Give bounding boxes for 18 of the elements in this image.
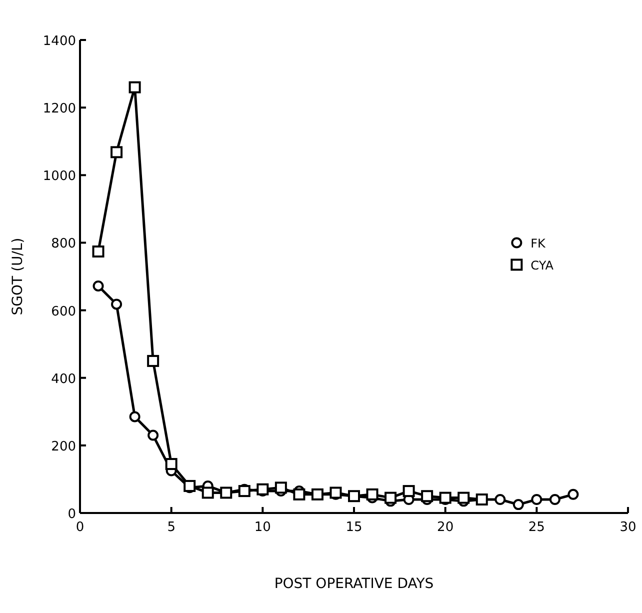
x-tick-label: 5 <box>167 520 176 535</box>
y-tick-label: 1000 <box>42 169 76 184</box>
y-tick-label: 1200 <box>42 102 76 117</box>
legend-label: FK <box>530 236 547 251</box>
x-tick-label: 30 <box>620 520 636 535</box>
y-tick-label: 200 <box>51 439 76 454</box>
y-tick-label: 600 <box>51 304 76 320</box>
y-tick-label: 1400 <box>42 34 76 49</box>
y-tick-label: 400 <box>51 372 76 387</box>
y-axis-title: SGOT (U/L) <box>10 238 26 316</box>
x-tick-label: 15 <box>346 520 362 535</box>
x-tick-label: 20 <box>437 520 454 535</box>
y-tick-label: 800 <box>51 236 76 252</box>
x-axis-title: POST OPERATIVE DAYS <box>274 576 434 592</box>
legend-label: CYA <box>530 258 554 273</box>
x-tick-label: 10 <box>254 520 271 535</box>
y-tick-label: 0 <box>68 507 76 522</box>
x-tick-label: 25 <box>528 520 545 535</box>
